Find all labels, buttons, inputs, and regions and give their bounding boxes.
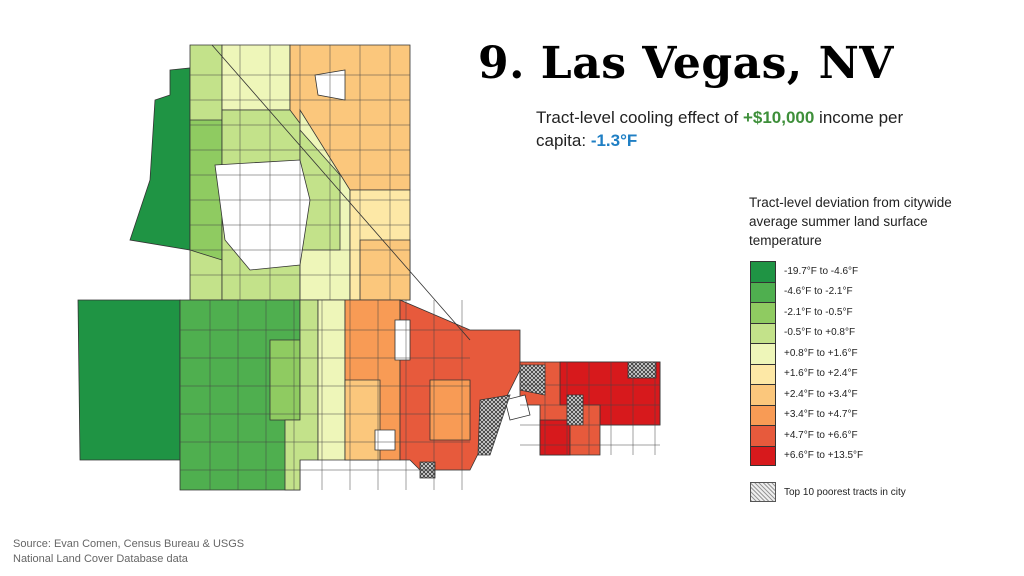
legend-swatch	[750, 384, 776, 405]
poorest-tract	[477, 394, 511, 456]
legend-swatch	[750, 302, 776, 323]
subtitle: Tract-level cooling effect of +$10,000 i…	[536, 106, 936, 152]
legend-swatch	[750, 425, 776, 446]
tract-region	[539, 419, 571, 456]
legend-item: -4.6°F to -2.1°F	[750, 281, 863, 302]
legend-swatch	[750, 281, 776, 302]
poorest-tract	[566, 394, 584, 426]
unpopulated-area	[394, 319, 411, 361]
tract-region	[269, 339, 301, 421]
legend-item: +1.6°F to +2.4°F	[750, 363, 863, 384]
tract-region	[344, 379, 381, 461]
tract-region	[429, 379, 471, 441]
legend-label: +6.6°F to +13.5°F	[784, 450, 864, 462]
legend-label: +4.7°F to +6.6°F	[784, 429, 858, 441]
poorest-tract	[627, 361, 657, 379]
unpopulated-area	[374, 429, 396, 451]
legend-label: -19.7°F to -4.6°F	[784, 265, 859, 277]
legend-label: +0.8°F to +1.6°F	[784, 347, 858, 359]
legend-swatch	[750, 363, 776, 384]
legend-hatch-item: Top 10 poorest tracts in city	[750, 482, 906, 502]
source-line-2: National Land Cover Database data	[13, 553, 188, 565]
subtitle-prefix: Tract-level cooling effect of	[536, 108, 743, 127]
highway-line	[211, 44, 471, 341]
unpopulated-area	[504, 394, 531, 421]
cooling-effect-value: -1.3°F	[590, 131, 638, 150]
tract-region	[359, 239, 411, 301]
hatch-swatch	[750, 482, 776, 502]
legend-item: +2.4°F to +3.4°F	[750, 384, 863, 405]
subtitle-middle: income per capita:	[536, 108, 904, 150]
legend-title: Tract-level deviation from citywide aver…	[749, 195, 952, 248]
income-value: +$10,000	[742, 108, 815, 127]
tract-region	[189, 119, 223, 261]
legend-item: +3.4°F to +4.7°F	[750, 404, 863, 425]
legend-swatch	[750, 322, 776, 343]
legend-label: -0.5°F to +0.8°F	[784, 327, 856, 339]
source-note: Source: Evan Comen, Census Bureau & USGS…	[13, 537, 244, 567]
tract-region	[129, 67, 191, 251]
source-line-1: Source: Evan Comen, Census Bureau & USGS	[13, 538, 245, 550]
tract-region	[77, 299, 181, 461]
legend-item: +4.7°F to +6.6°F	[750, 425, 863, 446]
legend: -19.7°F to -4.6°F -4.6°F to -2.1°F -2.1°F …	[750, 261, 863, 466]
poorest-tract	[519, 364, 546, 396]
legend-swatch	[750, 261, 776, 282]
legend-item: -0.5°F to +0.8°F	[750, 322, 863, 343]
legend-label: -2.1°F to -0.5°F	[784, 306, 853, 318]
legend-item: +0.8°F to +1.6°F	[750, 343, 863, 364]
legend-item: +6.6°F to +13.5°F	[750, 445, 864, 466]
page-title: 9. Las Vegas, NV	[478, 38, 894, 89]
legend-item: -19.7°F to -4.6°F	[750, 261, 863, 282]
legend-label: +2.4°F to +3.4°F	[784, 388, 858, 400]
legend-swatch	[750, 445, 776, 466]
legend-label: +3.4°F to +4.7°F	[784, 409, 858, 421]
legend-item: -2.1°F to -0.5°F	[750, 302, 863, 323]
legend-label: +1.6°F to +2.4°F	[784, 368, 858, 380]
legend-swatch	[750, 404, 776, 425]
hatch-label: Top 10 poorest tracts in city	[784, 486, 906, 498]
legend-label: -4.6°F to -2.1°F	[784, 286, 853, 298]
legend-swatch	[750, 343, 776, 364]
